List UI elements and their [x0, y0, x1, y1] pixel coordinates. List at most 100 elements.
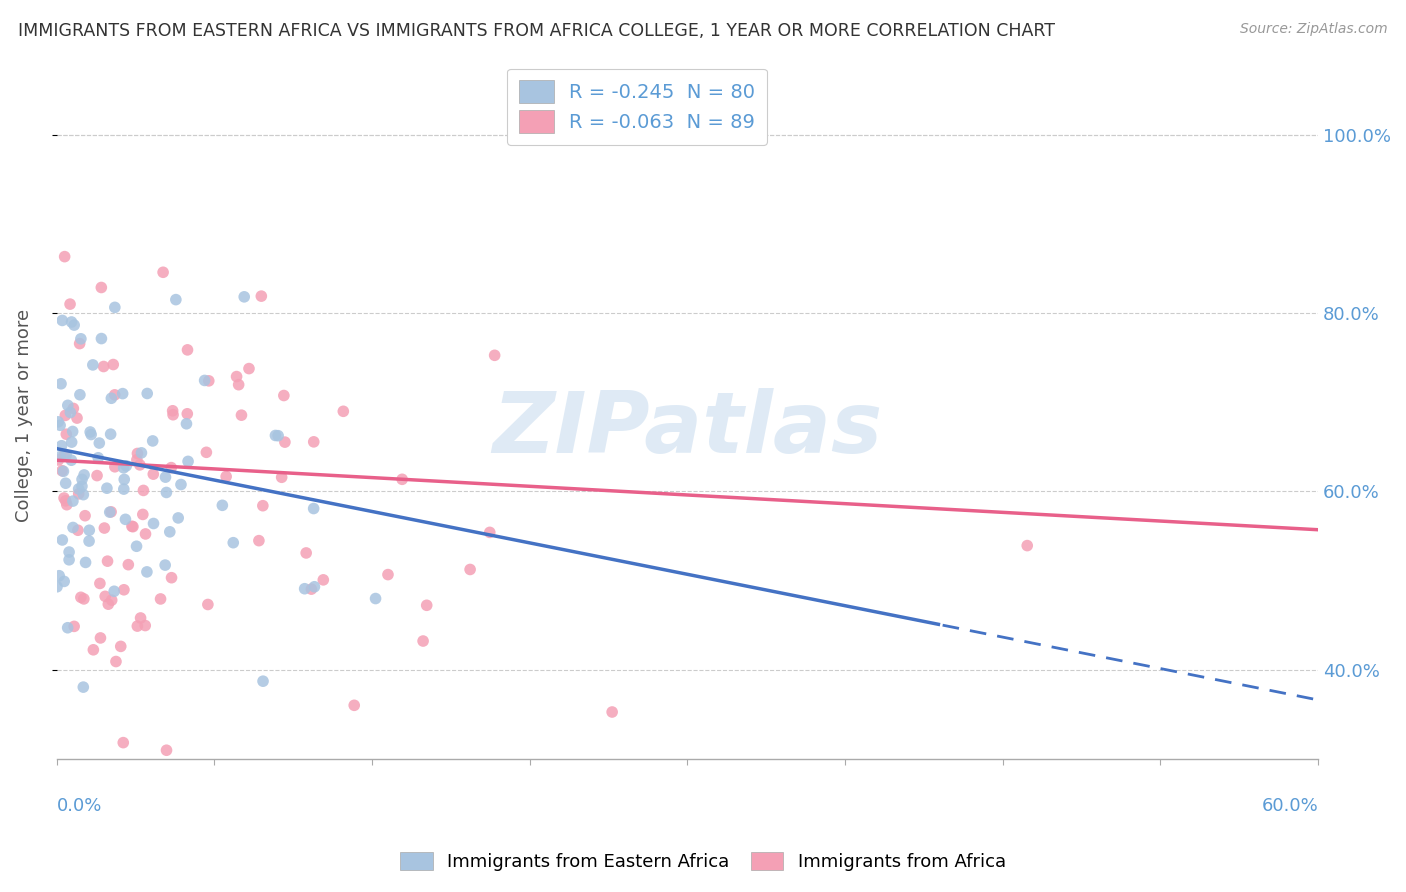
- Point: [458, 562, 481, 576]
- Point: [104, 459, 127, 474]
- Point: [80, 427, 103, 442]
- Point: [195, 445, 218, 459]
- Point: [176, 343, 198, 357]
- Point: [56, 398, 79, 412]
- Point: [129, 611, 152, 625]
- Point: [1017, 539, 1039, 553]
- Point: [89, 631, 111, 645]
- Point: [63, 619, 86, 633]
- Point: [93, 359, 115, 374]
- Point: [49, 450, 72, 464]
- Point: [125, 539, 148, 553]
- Point: [49, 418, 72, 433]
- Point: [415, 599, 437, 613]
- Point: [67, 487, 90, 501]
- Point: [155, 470, 177, 484]
- Point: [49, 376, 72, 391]
- Point: [112, 482, 135, 496]
- Point: [66, 411, 89, 425]
- Point: [117, 558, 139, 572]
- Point: [86, 468, 108, 483]
- Point: [228, 377, 250, 392]
- Point: [110, 640, 132, 654]
- Point: [391, 472, 413, 486]
- Point: [170, 477, 193, 491]
- Point: [377, 567, 399, 582]
- Point: [90, 280, 112, 294]
- Point: [51, 313, 73, 327]
- Point: [302, 434, 325, 449]
- Point: [53, 574, 76, 589]
- Point: [121, 519, 143, 533]
- Point: [62, 401, 84, 416]
- Point: [128, 458, 150, 472]
- Point: [72, 488, 94, 502]
- Point: [264, 428, 287, 442]
- Point: [104, 301, 127, 315]
- Point: [103, 584, 125, 599]
- Point: [62, 494, 84, 508]
- Point: [75, 556, 97, 570]
- Point: [114, 512, 136, 526]
- Point: [132, 508, 155, 522]
- Point: [103, 358, 125, 372]
- Point: [56, 621, 79, 635]
- Point: [125, 452, 148, 467]
- Point: [412, 634, 434, 648]
- Point: [211, 499, 233, 513]
- Point: [59, 405, 82, 419]
- Text: 0.0%: 0.0%: [56, 797, 103, 814]
- Point: [79, 425, 101, 439]
- Point: [132, 483, 155, 498]
- Point: [122, 519, 145, 533]
- Point: [100, 391, 122, 405]
- Point: [62, 425, 84, 439]
- Point: [67, 482, 90, 496]
- Point: [104, 655, 127, 669]
- Point: [72, 680, 94, 694]
- Point: [58, 545, 80, 559]
- Point: [162, 408, 184, 422]
- Point: [142, 467, 165, 482]
- Point: [69, 336, 91, 351]
- Point: [115, 458, 138, 473]
- Point: [112, 736, 135, 750]
- Point: [52, 464, 75, 478]
- Point: [142, 516, 165, 531]
- Point: [267, 428, 290, 442]
- Point: [194, 374, 217, 388]
- Point: [70, 479, 93, 493]
- Point: [112, 582, 135, 597]
- Text: 60.0%: 60.0%: [1261, 797, 1319, 814]
- Point: [53, 491, 76, 505]
- Point: [46, 415, 69, 429]
- Point: [252, 674, 274, 689]
- Point: [77, 534, 100, 549]
- Text: IMMIGRANTS FROM EASTERN AFRICA VS IMMIGRANTS FROM AFRICA COLLEGE, 1 YEAR OR MORE: IMMIGRANTS FROM EASTERN AFRICA VS IMMIGR…: [18, 22, 1056, 40]
- Point: [302, 501, 325, 516]
- Point: [162, 404, 184, 418]
- Point: [97, 597, 120, 611]
- Point: [89, 436, 111, 450]
- Point: [60, 315, 83, 329]
- Point: [56, 498, 79, 512]
- Point: [160, 571, 183, 585]
- Point: [231, 408, 253, 422]
- Point: [478, 525, 501, 540]
- Point: [312, 573, 335, 587]
- Y-axis label: College, 1 year or more: College, 1 year or more: [15, 310, 32, 522]
- Point: [250, 289, 273, 303]
- Point: [51, 533, 73, 547]
- Point: [46, 580, 69, 594]
- Point: [55, 448, 77, 462]
- Point: [53, 409, 76, 423]
- Point: [197, 598, 219, 612]
- Point: [100, 427, 122, 442]
- Point: [93, 521, 115, 535]
- Text: Source: ZipAtlas.com: Source: ZipAtlas.com: [1240, 22, 1388, 37]
- Point: [58, 553, 80, 567]
- Point: [73, 508, 96, 523]
- Point: [215, 469, 238, 483]
- Point: [51, 464, 73, 478]
- Point: [69, 388, 91, 402]
